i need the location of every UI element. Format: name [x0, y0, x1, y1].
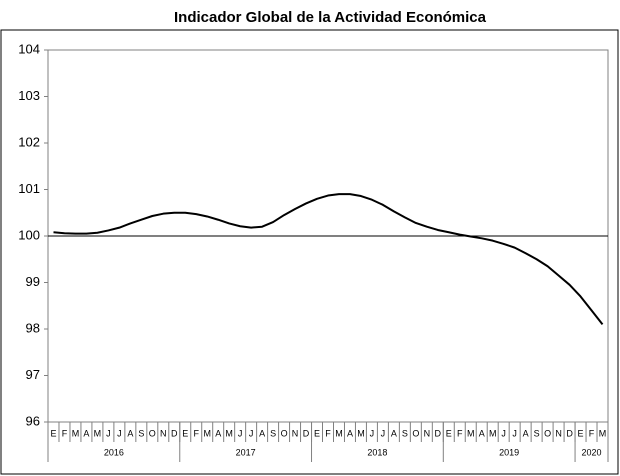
x-tick-label: J: [501, 428, 506, 438]
year-label: 2020: [582, 447, 602, 457]
x-tick-label: M: [203, 428, 211, 438]
x-tick-label: N: [424, 428, 431, 438]
x-tick-label: E: [446, 428, 452, 438]
y-tick-label: 100: [18, 227, 40, 242]
x-tick-label: M: [357, 428, 365, 438]
y-tick-label: 96: [26, 413, 40, 428]
x-tick-label: A: [215, 428, 221, 438]
x-tick-label: O: [412, 428, 419, 438]
x-tick-label: D: [303, 428, 310, 438]
x-tick-label: N: [160, 428, 167, 438]
year-label: 2019: [499, 447, 519, 457]
x-tick-label: M: [467, 428, 475, 438]
x-tick-label: N: [292, 428, 299, 438]
y-tick-label: 102: [18, 134, 40, 149]
x-tick-label: M: [489, 428, 497, 438]
x-tick-label: M: [225, 428, 233, 438]
x-tick-label: A: [259, 428, 265, 438]
y-tick-label: 103: [18, 88, 40, 103]
x-tick-label: M: [599, 428, 607, 438]
x-tick-label: J: [117, 428, 122, 438]
x-tick-label: J: [381, 428, 386, 438]
x-tick-label: F: [457, 428, 463, 438]
chart-title: Indicador Global de la Actividad Económi…: [174, 9, 487, 26]
x-tick-label: M: [335, 428, 343, 438]
x-tick-label: M: [94, 428, 102, 438]
x-tick-label: F: [193, 428, 199, 438]
y-tick-label: 101: [18, 181, 40, 196]
x-tick-label: J: [106, 428, 111, 438]
x-tick-label: E: [578, 428, 584, 438]
x-tick-label: N: [555, 428, 562, 438]
x-tick-label: S: [402, 428, 408, 438]
year-label: 2018: [367, 447, 387, 457]
x-tick-label: E: [182, 428, 188, 438]
y-tick-label: 104: [18, 41, 40, 56]
x-tick-label: A: [127, 428, 133, 438]
y-tick-label: 97: [26, 367, 40, 382]
year-label: 2016: [104, 447, 124, 457]
x-tick-label: J: [512, 428, 517, 438]
x-tick-label: A: [479, 428, 485, 438]
x-tick-label: E: [314, 428, 320, 438]
x-tick-label: D: [435, 428, 442, 438]
y-tick-label: 98: [26, 320, 40, 335]
x-tick-label: A: [83, 428, 89, 438]
x-tick-label: D: [566, 428, 573, 438]
x-tick-label: O: [149, 428, 156, 438]
x-tick-label: A: [391, 428, 397, 438]
x-tick-label: J: [249, 428, 254, 438]
x-tick-label: S: [534, 428, 540, 438]
x-tick-label: O: [281, 428, 288, 438]
x-tick-label: A: [347, 428, 353, 438]
x-tick-label: F: [589, 428, 595, 438]
x-tick-label: J: [238, 428, 243, 438]
year-label: 2017: [236, 447, 256, 457]
x-tick-label: M: [72, 428, 80, 438]
x-tick-label: D: [171, 428, 178, 438]
x-tick-label: J: [370, 428, 375, 438]
x-tick-label: F: [62, 428, 68, 438]
x-tick-label: F: [325, 428, 331, 438]
y-tick-label: 99: [26, 274, 40, 289]
x-tick-label: S: [270, 428, 276, 438]
x-tick-label: S: [138, 428, 144, 438]
data-line: [53, 193, 604, 325]
chart-frame: [0, 29, 619, 475]
x-tick-label: E: [50, 428, 56, 438]
x-tick-label: O: [544, 428, 551, 438]
x-tick-label: A: [523, 428, 529, 438]
